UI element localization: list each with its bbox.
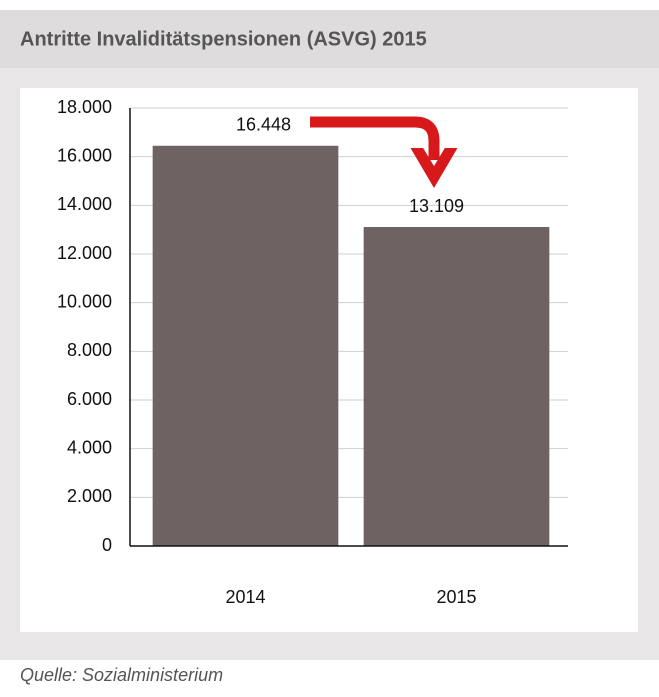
x-tick-label: 2014 xyxy=(225,587,265,607)
y-tick-label: 0 xyxy=(102,535,112,555)
y-tick-label: 18.000 xyxy=(57,97,112,117)
arrow-head xyxy=(410,148,458,188)
bars xyxy=(152,145,550,547)
y-tick-label: 16.000 xyxy=(57,145,112,165)
bar xyxy=(363,227,550,546)
arrow-shaft xyxy=(310,116,440,160)
title-band xyxy=(0,10,659,68)
x-tick-label: 2015 xyxy=(436,587,476,607)
value-label: 16.448 xyxy=(236,115,291,135)
value-label: 13.109 xyxy=(409,196,464,216)
trend-arrow xyxy=(310,116,458,188)
y-tick-label: 12.000 xyxy=(57,243,112,263)
source-note: Quelle: Sozialministerium xyxy=(20,665,223,685)
y-tick-label: 14.000 xyxy=(57,194,112,214)
chart-title: Antritte Invaliditätspensionen (ASVG) 20… xyxy=(20,28,427,50)
y-tick-label: 10.000 xyxy=(57,291,112,311)
y-tick-label: 4.000 xyxy=(67,437,112,457)
bar xyxy=(152,145,339,547)
y-tick-label: 2.000 xyxy=(67,486,112,506)
y-tick-label: 6.000 xyxy=(67,389,112,409)
y-tick-label: 8.000 xyxy=(67,340,112,360)
